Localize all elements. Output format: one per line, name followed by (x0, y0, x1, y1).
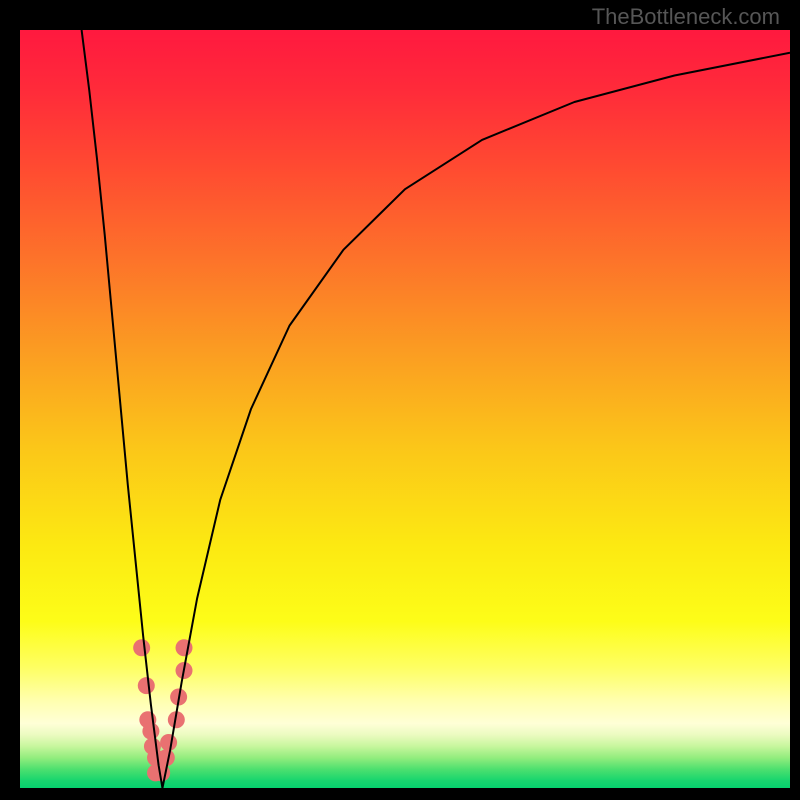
marker-dot (133, 639, 150, 656)
plot-svg (20, 30, 790, 788)
marker-dot (158, 749, 175, 766)
watermark-text: TheBottleneck.com (592, 4, 780, 30)
marker-dot (138, 677, 155, 694)
marker-dot (142, 723, 159, 740)
plot-background (20, 30, 790, 788)
chart-frame: TheBottleneck.com (0, 0, 800, 800)
marker-dot (160, 734, 177, 751)
